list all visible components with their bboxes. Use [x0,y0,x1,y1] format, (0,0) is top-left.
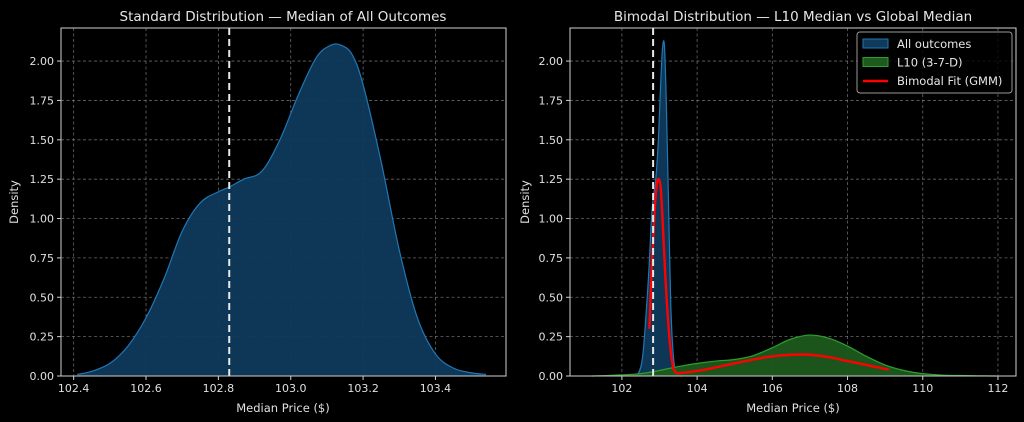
legend-entry-l10-3-7-d-label: L10 (3-7-D) [897,56,962,70]
legend-box [856,31,1013,94]
left-series-all-outcomes-area [77,43,487,377]
left-ytick-label: 1.25 [30,173,55,186]
left-panel: Standard Distribution — Median of All Ou… [7,9,507,415]
right-ytick-label: 1.00 [539,213,564,226]
right-xlabel: Median Price ($) [746,401,839,415]
left-title: Standard Distribution — Median of All Ou… [120,9,447,25]
right-ytick-label: 1.75 [539,94,564,107]
right-series-all-outcomes-area [636,40,683,377]
legend-entry-all-outcomes-label: All outcomes [897,37,971,51]
right-title: Bimodal Distribution — L10 Median vs Glo… [614,9,972,25]
left-xtick-label: 102.8 [203,382,235,395]
left-series-all-outcomes-line [77,43,487,376]
right-series-all-outcomes-line [636,40,683,377]
left-xtick-label: 103.4 [420,382,452,395]
left-ytick-label: 2.00 [30,55,55,68]
right-xtick-label: 110 [912,382,933,395]
legend-entry-bimodal-fit-gmm-label: Bimodal Fit (GMM) [897,74,1002,88]
left-xtick-label: 102.6 [130,382,162,395]
right-xtick-label: 108 [837,382,858,395]
legend: All outcomes L10 (3-7-D) Bimodal Fit (GMM) [856,31,1013,94]
legend-entry-l10-3-7-d-swatch [862,57,889,67]
left-xtick-label: 103.2 [347,382,379,395]
right-series-bimodal-fit-gmm-line [648,177,890,375]
right-xtick-label: 102 [611,382,632,395]
right-series-l10-3-7-d-line [591,334,997,377]
left-ytick-label: 1.75 [30,94,55,107]
left-ytick-label: 1.00 [30,213,55,226]
right-ytick-label: 1.50 [539,134,564,147]
left-axes-frame [60,27,507,377]
right-ytick-label: 2.00 [539,55,564,68]
left-xtick-label: 103.0 [275,382,307,395]
left-ticks: 102.4 102.6 102.8 103.0 103.2 103.4 0.00 0.25 0.… [30,27,507,395]
right-axes-frame [569,27,1017,377]
left-ytick-label: 0.75 [30,252,55,265]
left-ytick-label: 0.50 [30,291,55,304]
right-panel: Bimodal Distribution — L10 Median vs Glo… [518,9,1017,415]
left-series [77,28,487,377]
right-xtick-label: 106 [762,382,783,395]
right-series [591,28,997,377]
left-ylabel: Density [7,180,21,224]
left-xtick-label: 102.4 [58,382,90,395]
right-ytick-label: 0.25 [539,331,564,344]
left-ytick-label: 0.00 [30,370,55,383]
right-xtick-label: 104 [687,382,708,395]
right-ytick-label: 0.50 [539,291,564,304]
left-ytick-label: 0.25 [30,331,55,344]
right-ytick-label: 1.25 [539,173,564,186]
right-ytick-label: 0.00 [539,370,564,383]
legend-entry-all-outcomes-swatch [862,38,889,49]
right-ticks: 102 104 106 108 110 112 0.00 0.25 0.50 0.75 1.00 1.… [539,27,1017,395]
right-ylabel: Density [518,180,532,224]
left-xlabel: Median Price ($) [236,401,329,415]
left-ytick-label: 1.50 [30,134,55,147]
right-ytick-label: 0.75 [539,252,564,265]
right-xtick-label: 112 [987,382,1008,395]
